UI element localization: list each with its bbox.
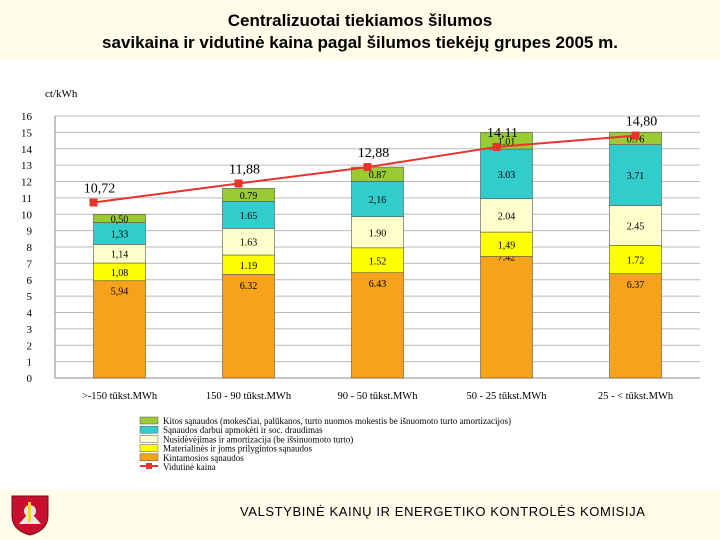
- data-label: 0.87: [369, 170, 387, 181]
- chart-title-line2: savikaina ir vidutinė kaina pagal šilumo…: [102, 33, 618, 52]
- data-label: 2,16: [369, 195, 387, 206]
- legend-label: Materialinės ir joms prilygintos sąnaudo…: [163, 444, 312, 454]
- y-tick-label: 13: [21, 160, 33, 172]
- legend-label: Nusidėvėjimas ir amortizacija (be išsinu…: [163, 434, 353, 444]
- data-label: 6.43: [369, 279, 387, 290]
- chart-title: Centralizuotai tiekiamos šilumos savikai…: [0, 10, 720, 54]
- y-tick-label: 11: [21, 193, 32, 205]
- y-tick-label: 2: [27, 340, 33, 352]
- y-tick-label: 7: [27, 258, 33, 270]
- stacked-bar-chart: ct/kWh0123456789101112131415165,941,081,…: [21, 88, 700, 472]
- legend-label: Sąnaudos darbui apmokėti ir soc. draudim…: [163, 425, 323, 435]
- bar-segment: [351, 216, 404, 249]
- x-tick-label: 90 - 50 tūkst.MWh: [338, 391, 419, 402]
- data-label: 1.01: [498, 137, 516, 148]
- bar-segment: [351, 181, 404, 218]
- line-value-label: 14,80: [626, 115, 658, 130]
- y-tick-label: 8: [27, 242, 33, 254]
- data-label: 0.76: [627, 134, 645, 145]
- legend-swatch: [139, 435, 159, 443]
- y-tick-label: 15: [21, 127, 33, 139]
- legend-line-marker: [146, 463, 152, 469]
- bar-segment: [351, 247, 404, 274]
- line-point: [631, 131, 640, 140]
- legend-swatch: [139, 425, 159, 434]
- line-point: [234, 179, 243, 188]
- line-value-label: 10,72: [84, 181, 116, 196]
- data-label: 2.45: [627, 221, 645, 232]
- line-value-label: 11,88: [229, 162, 260, 177]
- bar-segment: [222, 201, 275, 229]
- line-point: [89, 198, 98, 207]
- data-label: 1.72: [627, 256, 645, 267]
- x-tick-label: >-150 tūkst.MWh: [82, 391, 158, 402]
- data-label: 1.52: [369, 256, 387, 267]
- y-tick-label: 1: [27, 357, 33, 369]
- legend-label: Kitos sąnaudos (mokesčiai, palūkanos, tu…: [163, 416, 511, 426]
- data-label: 1,14: [111, 250, 129, 261]
- x-tick-label: 150 - 90 tūkst.MWh: [206, 391, 292, 402]
- x-tick-label: 50 - 25 tūkst.MWh: [467, 391, 548, 402]
- data-label: 5,94: [111, 286, 129, 297]
- bar-segment: [480, 148, 533, 199]
- data-label: 3.03: [498, 170, 516, 181]
- y-tick-label: 9: [27, 226, 33, 238]
- data-label: 1.19: [240, 261, 258, 272]
- coat-of-arms-icon: [11, 495, 49, 536]
- y-tick-label: 14: [21, 144, 33, 156]
- line-point: [492, 142, 501, 151]
- footer-bar: VALSTYBINĖ KAINŲ IR ENERGETIKO KONTROLĖS…: [0, 490, 720, 540]
- bar-segment: [222, 188, 275, 202]
- bar-segment: [609, 273, 662, 379]
- data-label: 3.71: [627, 171, 645, 182]
- legend-swatch: [139, 453, 159, 462]
- data-label: 0,50: [111, 215, 129, 226]
- footer-text: VALSTYBINĖ KAINŲ IR ENERGETIKO KONTROLĖS…: [240, 504, 646, 519]
- data-label: 2.04: [498, 211, 516, 222]
- y-tick-label: 4: [27, 308, 33, 320]
- line-value-label: 14,11: [487, 126, 518, 141]
- bar-segment: [222, 228, 275, 256]
- bar-segment: [93, 280, 146, 379]
- data-label: 1,33: [111, 229, 129, 240]
- legend-swatch: [139, 444, 159, 452]
- data-label: 6.37: [627, 280, 645, 291]
- y-tick-label: 0: [27, 373, 33, 385]
- data-label: 7.42: [498, 253, 516, 264]
- legend-label: Vidutinė kaina: [163, 462, 216, 472]
- bar-segment: [480, 256, 533, 379]
- line-point: [363, 163, 372, 172]
- chart-title-line1: Centralizuotai tiekiamos šilumos: [227, 11, 493, 30]
- bar-segment: [480, 231, 533, 257]
- data-label: 1.90: [369, 228, 387, 239]
- y-tick-label: 6: [27, 275, 33, 287]
- data-label: 1.65: [240, 211, 258, 222]
- data-label: 0.79: [240, 191, 258, 202]
- data-label: 6.32: [240, 281, 258, 292]
- y-axis-label: ct/kWh: [45, 88, 78, 100]
- y-tick-label: 10: [21, 209, 33, 221]
- y-tick-label: 12: [21, 177, 32, 189]
- data-label: 1,08: [111, 268, 129, 279]
- bar-segment: [609, 144, 662, 206]
- y-tick-label: 5: [27, 291, 33, 303]
- data-label: 1.63: [240, 238, 258, 249]
- y-tick-label: 3: [27, 324, 33, 336]
- bar-segment: [351, 272, 404, 379]
- bar-segment: [609, 245, 662, 274]
- legend-swatch: [139, 416, 159, 425]
- legend-label: Kintamosios sąnaudos: [163, 453, 244, 463]
- bar-segment: [93, 214, 146, 223]
- y-tick-label: 16: [21, 111, 33, 123]
- data-label: 1,49: [498, 240, 516, 251]
- bar-segment: [480, 198, 533, 233]
- bar-segment: [222, 274, 275, 379]
- line-value-label: 12,88: [358, 146, 390, 161]
- x-tick-label: 25 - < tūkst.MWh: [598, 391, 674, 402]
